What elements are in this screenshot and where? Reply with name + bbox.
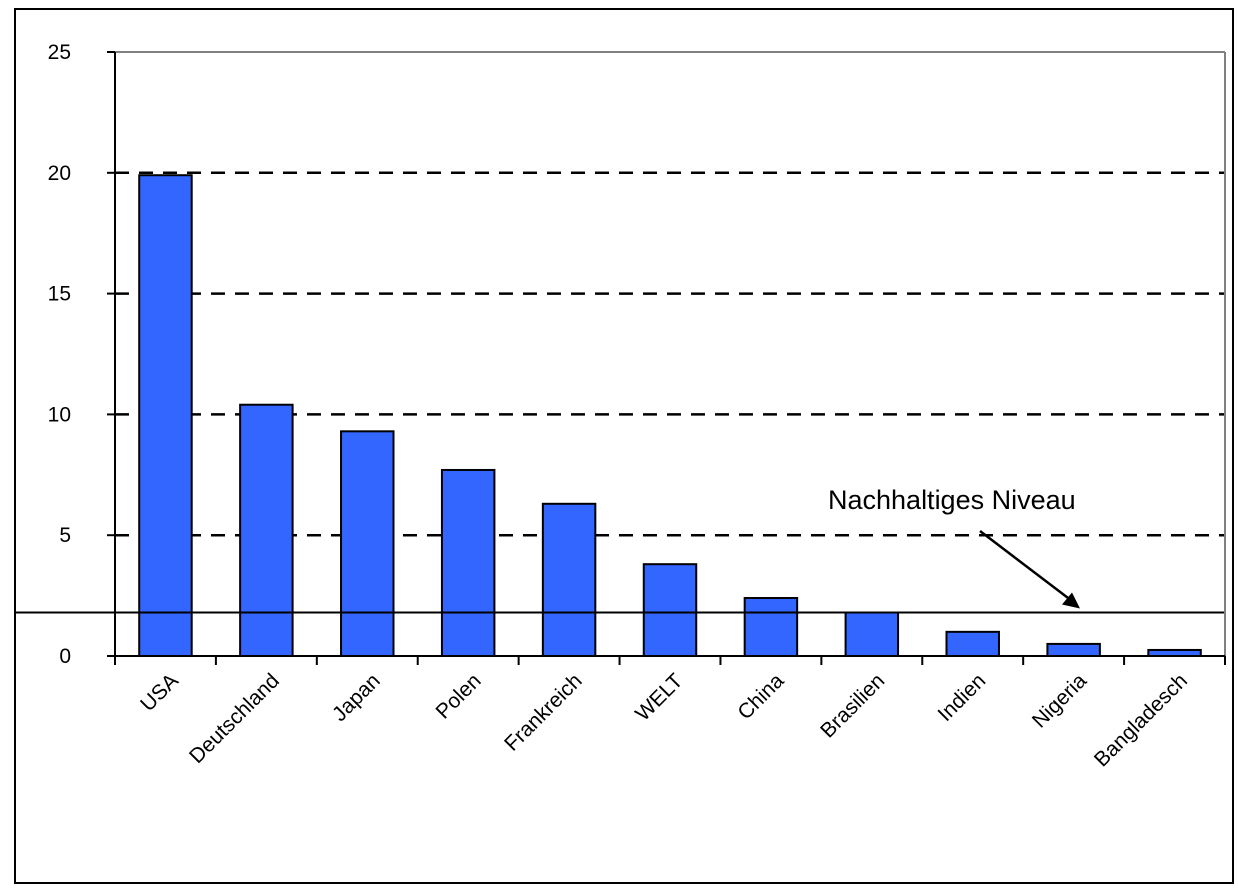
bar-chart: Nachhaltiges Niveau 0 5 10 15 20 25 USA Deutsch…: [16, 41, 1226, 771]
x-label-bangladesch: Bangladesch: [1090, 669, 1192, 771]
x-label-china: China: [733, 669, 788, 724]
grid-layer: [115, 171, 1225, 537]
chart-frame: Nachhaltiges Niveau 0 5 10 15 20 25 USA Deutsch…: [14, 8, 1234, 884]
y-tick-label-15: 15: [48, 283, 71, 306]
x-label-nigeria: Nigeria: [1028, 669, 1092, 733]
bar-nigeria: [1046, 642, 1101, 657]
reference-line-label: Nachhaltiges Niveau: [828, 485, 1076, 515]
reference-layer: Nachhaltiges Niveau: [16, 485, 1225, 614]
x-label-indien: Indien: [934, 669, 991, 726]
bar-china: [743, 597, 799, 657]
bar-welt: [642, 563, 698, 658]
x-label-polen: Polen: [431, 669, 485, 723]
y-tick-label-5: 5: [59, 524, 71, 547]
y-tick-label-25: 25: [48, 41, 71, 64]
bar-brasilien: [844, 611, 900, 658]
x-label-welt: WELT: [631, 669, 688, 726]
bar-polen: [440, 468, 496, 657]
bar-usa: [138, 174, 193, 657]
bar-indien: [945, 630, 1000, 658]
bar-japan: [340, 430, 395, 658]
bar-deutschland: [239, 403, 294, 657]
axes-layer: [107, 51, 1226, 665]
x-label-deutschland: Deutschland: [185, 669, 284, 768]
bar-frankreich: [541, 502, 597, 657]
x-label-usa: USA: [136, 669, 183, 716]
y-tick-label-20: 20: [48, 162, 71, 185]
y-tick-label-0: 0: [59, 645, 71, 668]
annotation-arrow-shaft: [979, 530, 1075, 604]
y-tick-label-10: 10: [48, 403, 71, 426]
x-label-frankreich: Frankreich: [500, 669, 586, 755]
x-label-japan: Japan: [328, 669, 385, 726]
x-label-brasilien: Brasilien: [816, 669, 889, 742]
annotation-arrow-head: [1062, 592, 1080, 609]
bars-layer: [138, 174, 1202, 658]
